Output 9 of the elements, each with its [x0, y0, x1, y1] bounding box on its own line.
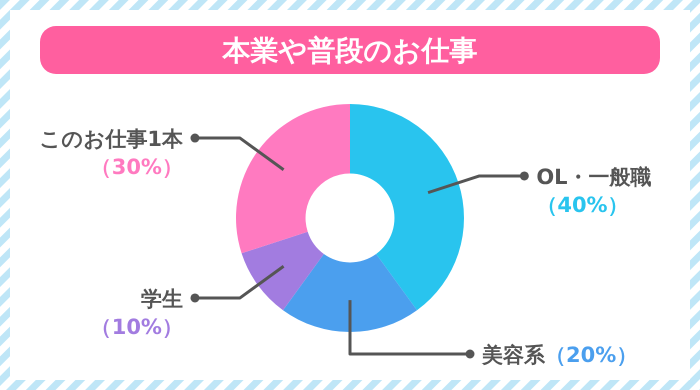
data-label: （10%）	[90, 314, 183, 339]
data-label: （40%）	[536, 192, 629, 217]
slice-label: 学生	[140, 286, 183, 311]
data-label: （30%）	[90, 155, 183, 180]
chart-title: 本業や普段のお仕事	[222, 34, 478, 67]
slice-label: このお仕事1本	[39, 127, 184, 152]
slice-label: OL・一般職	[536, 164, 652, 189]
data-label: （20%）	[545, 343, 638, 367]
slice-label: 美容系	[481, 343, 546, 367]
